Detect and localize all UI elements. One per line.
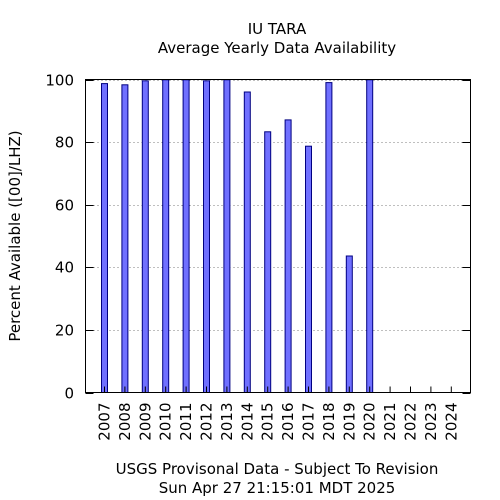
x-tick-label: 2007 <box>96 403 114 441</box>
bars <box>101 79 374 394</box>
x-tick-label: 2008 <box>116 403 134 441</box>
bar-2010 <box>162 79 170 394</box>
x-tick-label: 2014 <box>238 403 256 441</box>
grid-lines <box>85 80 471 331</box>
bar-2011 <box>182 79 190 394</box>
x-tick-label: 2023 <box>422 403 440 441</box>
x-tick-label: 2013 <box>218 403 236 441</box>
y-tick-label: 20 <box>55 322 74 340</box>
x-tick-label: 2018 <box>320 403 338 441</box>
y-tick-label: 40 <box>55 259 74 277</box>
x-tick-label: 2019 <box>340 403 358 441</box>
bar-2007 <box>101 83 108 393</box>
y-tick-label: 0 <box>64 385 74 403</box>
y-axis-ticks: 0 20 40 60 80 100 <box>45 72 471 403</box>
y-tick-label: 100 <box>45 72 74 90</box>
chart-subtitle: Average Yearly Data Availability <box>158 39 396 57</box>
x-tick-label: 2015 <box>259 403 277 441</box>
bar-2008 <box>121 84 129 394</box>
footer-disclaimer: USGS Provisonal Data - Subject To Revisi… <box>116 460 439 478</box>
chart-title: IU TARA <box>248 20 307 38</box>
bar-2019 <box>345 255 353 393</box>
bar-2014 <box>243 91 251 393</box>
bar-2018 <box>325 82 333 393</box>
bar-2020 <box>366 79 374 394</box>
x-tick-label: 2020 <box>361 403 379 441</box>
x-tick-label: 2009 <box>136 403 154 441</box>
x-tick-label: 2017 <box>300 403 318 441</box>
bar-2017 <box>305 145 312 393</box>
bar-2009 <box>141 80 149 394</box>
plot-frame <box>85 79 471 393</box>
x-tick-label: 2021 <box>381 403 399 441</box>
bar-2013 <box>223 79 231 394</box>
bar-2016 <box>284 119 292 394</box>
x-tick-label: 2011 <box>177 403 195 441</box>
y-tick-label: 80 <box>55 134 74 152</box>
x-tick-label: 2024 <box>442 403 460 441</box>
bar-2015 <box>264 131 272 394</box>
y-axis-label: Percent Available ([00]/LHZ) <box>6 130 24 341</box>
bar-2012 <box>203 80 210 394</box>
y-tick-label: 60 <box>55 197 74 215</box>
x-tick-label: 2010 <box>157 403 175 441</box>
footer-timestamp: Sun Apr 27 21:15:01 MDT 2025 <box>159 479 396 497</box>
x-tick-label: 2022 <box>402 403 420 441</box>
x-tick-label: 2016 <box>279 403 297 441</box>
x-tick-label: 2012 <box>198 403 216 441</box>
x-axis-ticks: 2007 2008 2009 2010 2011 2012 2013 2014 2015 2016… <box>96 386 460 441</box>
